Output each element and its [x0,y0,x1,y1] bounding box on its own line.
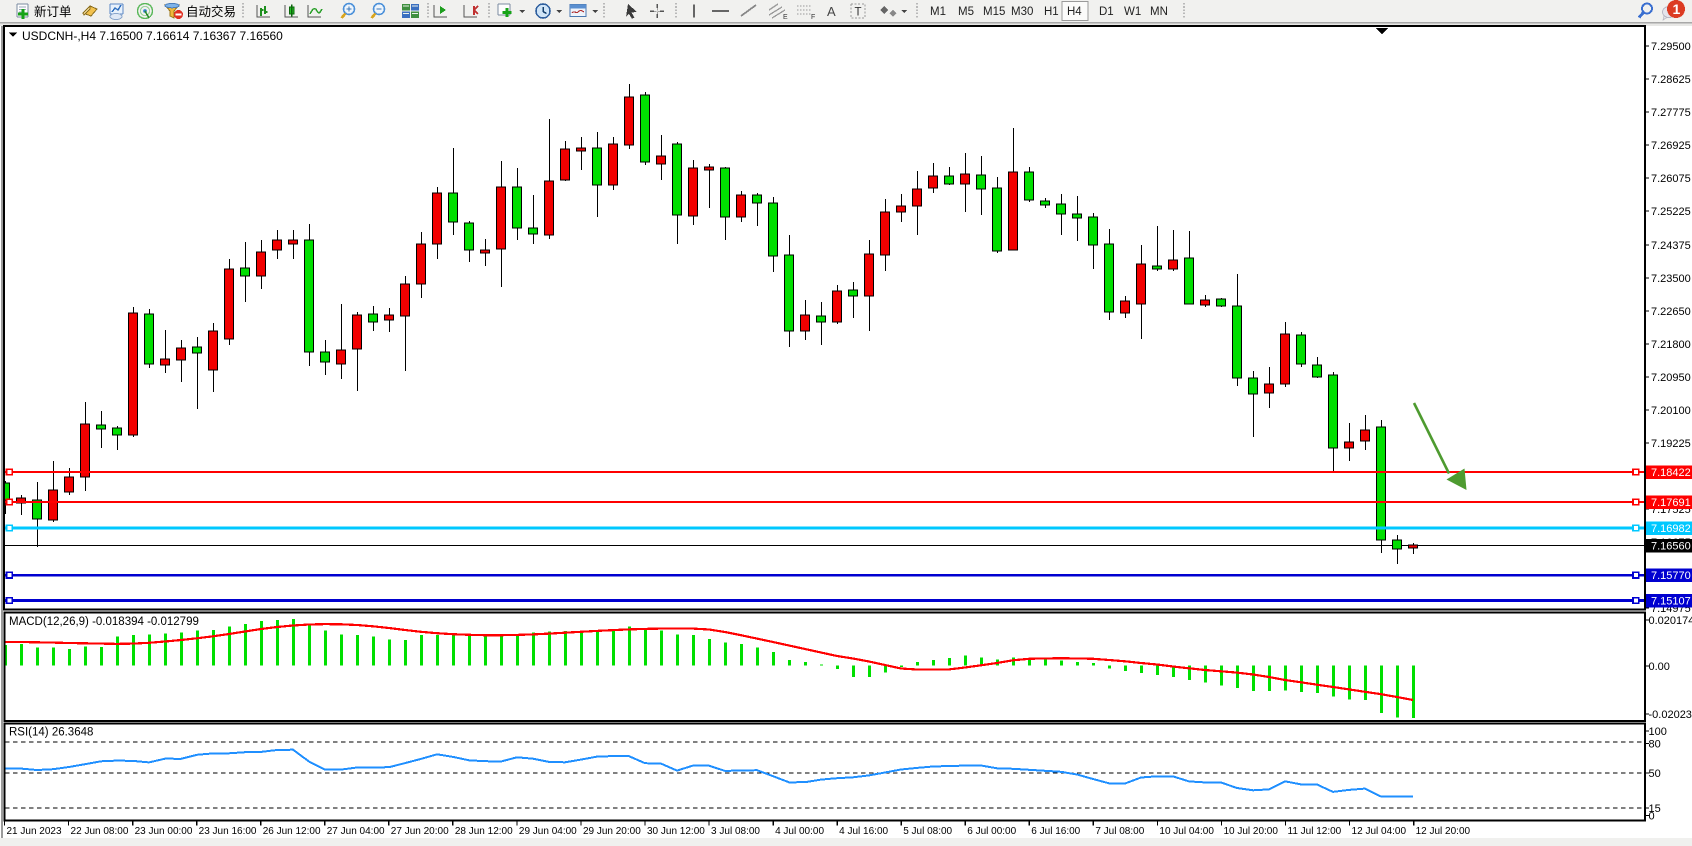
svg-text:27 Jun 20:00: 27 Jun 20:00 [391,826,449,837]
svg-text:100: 100 [1649,726,1667,738]
svg-text:0.020174: 0.020174 [1649,615,1692,627]
svg-text:1: 1 [1673,1,1681,17]
svg-text:12 Jul 20:00: 12 Jul 20:00 [1416,826,1471,837]
svg-text:M5: M5 [958,6,974,18]
svg-text:30 Jun 12:00: 30 Jun 12:00 [647,826,705,837]
svg-text:7.18422: 7.18422 [1651,467,1691,479]
svg-text:26 Jun 12:00: 26 Jun 12:00 [263,826,321,837]
svg-text:W1: W1 [1124,6,1141,18]
svg-text:3 Jul 08:00: 3 Jul 08:00 [711,826,760,837]
svg-text:23 Jun 16:00: 23 Jun 16:00 [199,826,257,837]
svg-text:H1: H1 [1044,6,1059,18]
svg-text:7.25225: 7.25225 [1651,206,1691,218]
svg-text:MN: MN [1150,6,1168,18]
svg-text:新订单: 新订单 [34,4,72,19]
svg-text:RSI(14) 26.3648: RSI(14) 26.3648 [9,727,93,739]
svg-text:F: F [811,14,815,21]
svg-text:5 Jul 08:00: 5 Jul 08:00 [903,826,952,837]
svg-text:7.26925: 7.26925 [1651,140,1691,152]
svg-text:21 Jun 2023: 21 Jun 2023 [7,826,62,837]
svg-text:0.00: 0.00 [1649,661,1670,673]
svg-text:22 Jun 08:00: 22 Jun 08:00 [71,826,129,837]
svg-text:4 Jul 00:00: 4 Jul 00:00 [775,826,824,837]
svg-text:7.16560: 7.16560 [1651,541,1691,553]
svg-text:11 Jul 12:00: 11 Jul 12:00 [1288,826,1342,837]
svg-text:29 Jun 20:00: 29 Jun 20:00 [583,826,641,837]
svg-text:28 Jun 12:00: 28 Jun 12:00 [455,826,513,837]
svg-text:10 Jul 20:00: 10 Jul 20:00 [1223,826,1278,837]
svg-text:7.26075: 7.26075 [1651,173,1691,185]
svg-text:7.28625: 7.28625 [1651,74,1691,86]
svg-text:10 Jul 04:00: 10 Jul 04:00 [1159,826,1214,837]
svg-text:MACD(12,26,9) -0.018394 -0.012: MACD(12,26,9) -0.018394 -0.012799 [9,616,199,628]
svg-text:7.22650: 7.22650 [1651,306,1691,318]
svg-text:4 Jul 16:00: 4 Jul 16:00 [839,826,888,837]
svg-text:50: 50 [1649,768,1661,780]
svg-text:7.17691: 7.17691 [1651,497,1691,509]
svg-text:6 Jul 00:00: 6 Jul 00:00 [967,826,1016,837]
svg-text:7.23500: 7.23500 [1651,273,1691,285]
svg-text:7.15770: 7.15770 [1651,570,1691,582]
svg-text:7.24375: 7.24375 [1651,240,1691,252]
svg-text:7 Jul 08:00: 7 Jul 08:00 [1095,826,1144,837]
svg-text:E: E [783,14,788,21]
svg-text:M15: M15 [983,6,1005,18]
svg-text:7.15107: 7.15107 [1651,596,1691,608]
svg-text:7.20950: 7.20950 [1651,372,1691,384]
svg-text:T: T [855,7,862,19]
svg-text:7.21800: 7.21800 [1651,339,1691,351]
svg-text:7.29500: 7.29500 [1651,41,1691,53]
svg-text:D1: D1 [1099,6,1114,18]
svg-text:自动交易: 自动交易 [186,4,236,19]
svg-text:29 Jun 04:00: 29 Jun 04:00 [519,826,577,837]
svg-text:23 Jun 00:00: 23 Jun 00:00 [135,826,193,837]
svg-text:27 Jun 04:00: 27 Jun 04:00 [327,826,385,837]
svg-text:7.20100: 7.20100 [1651,405,1691,417]
svg-text:USDCNH-,H4 7.16500 7.16614 7.: USDCNH-,H4 7.16500 7.16614 7.16367 7.165… [22,29,283,43]
svg-text:M30: M30 [1011,6,1033,18]
svg-text:0: 0 [1649,811,1655,823]
svg-text:M1: M1 [930,6,946,18]
svg-text:12 Jul 04:00: 12 Jul 04:00 [1352,826,1407,837]
svg-text:15: 15 [1649,803,1661,815]
svg-text:7.27775: 7.27775 [1651,107,1691,119]
svg-text:6 Jul 16:00: 6 Jul 16:00 [1031,826,1080,837]
svg-text:80: 80 [1649,739,1661,751]
svg-text:7.16982: 7.16982 [1651,523,1691,535]
svg-text:7.19225: 7.19225 [1651,438,1691,450]
svg-text:A: A [827,4,836,19]
svg-text:H4: H4 [1067,6,1082,18]
